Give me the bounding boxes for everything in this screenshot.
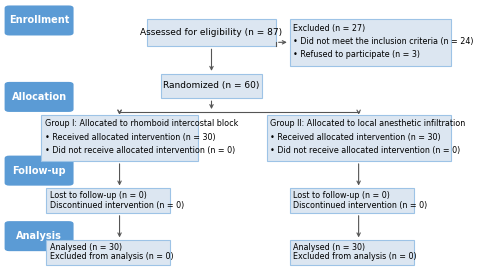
FancyBboxPatch shape <box>4 156 73 186</box>
Text: • Refused to participate (n = 3): • Refused to participate (n = 3) <box>294 51 420 60</box>
FancyBboxPatch shape <box>147 19 276 46</box>
FancyBboxPatch shape <box>46 240 170 265</box>
Text: Group I: Allocated to rhomboid intercostal block: Group I: Allocated to rhomboid intercost… <box>45 120 238 128</box>
FancyBboxPatch shape <box>4 5 73 35</box>
Text: • Received allocated intervention (n = 30): • Received allocated intervention (n = 3… <box>270 133 441 142</box>
Text: • Did not receive allocated intervention (n = 0): • Did not receive allocated intervention… <box>270 146 460 155</box>
FancyBboxPatch shape <box>290 188 414 213</box>
Text: Enrollment: Enrollment <box>9 16 70 25</box>
FancyBboxPatch shape <box>46 188 170 213</box>
Text: Randomized (n = 60): Randomized (n = 60) <box>164 82 260 90</box>
Text: Analysis: Analysis <box>16 231 62 241</box>
Text: Excluded from analysis (n = 0): Excluded from analysis (n = 0) <box>294 253 417 262</box>
FancyBboxPatch shape <box>42 115 198 161</box>
Text: Lost to follow-up (n = 0): Lost to follow-up (n = 0) <box>50 191 146 200</box>
Text: Discontinued intervention (n = 0): Discontinued intervention (n = 0) <box>294 201 428 210</box>
Text: Allocation: Allocation <box>12 92 66 102</box>
FancyBboxPatch shape <box>4 221 73 251</box>
FancyBboxPatch shape <box>290 240 414 265</box>
Text: Assessed for eligibility (n = 87): Assessed for eligibility (n = 87) <box>140 28 282 37</box>
FancyBboxPatch shape <box>4 82 73 112</box>
Text: Group II: Allocated to local anesthetic infiltration: Group II: Allocated to local anesthetic … <box>270 120 466 128</box>
FancyBboxPatch shape <box>266 115 450 161</box>
Text: Excluded from analysis (n = 0): Excluded from analysis (n = 0) <box>50 253 174 262</box>
Text: • Received allocated intervention (n = 30): • Received allocated intervention (n = 3… <box>45 133 215 142</box>
Text: Discontinued intervention (n = 0): Discontinued intervention (n = 0) <box>50 201 184 210</box>
Text: • Did not meet the inclusion criteria (n = 24): • Did not meet the inclusion criteria (n… <box>294 37 474 46</box>
Text: Analysed (n = 30): Analysed (n = 30) <box>50 243 122 252</box>
Text: Lost to follow-up (n = 0): Lost to follow-up (n = 0) <box>294 191 390 200</box>
FancyBboxPatch shape <box>290 19 450 66</box>
FancyBboxPatch shape <box>161 74 262 98</box>
Text: Follow-up: Follow-up <box>12 166 66 176</box>
Text: Analysed (n = 30): Analysed (n = 30) <box>294 243 366 252</box>
Text: Excluded (n = 27): Excluded (n = 27) <box>294 24 366 33</box>
Text: • Did not receive allocated intervention (n = 0): • Did not receive allocated intervention… <box>45 146 236 155</box>
